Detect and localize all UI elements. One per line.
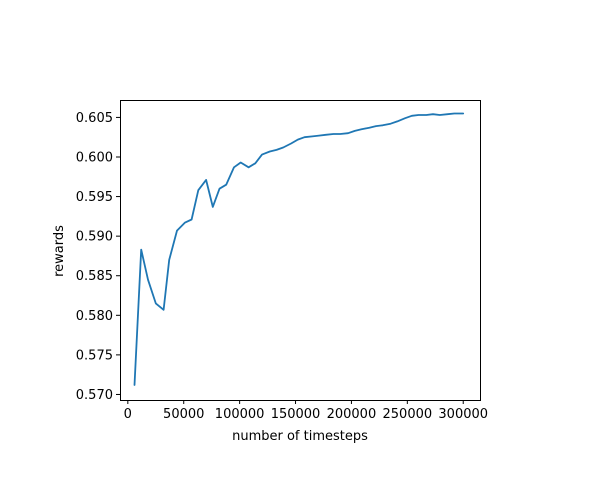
y-tick-label: 0.570 [76,388,113,403]
rewards-series-line [133,112,465,386]
x-tick-label: 50000 [163,407,204,422]
x-tick-label: 0 [124,407,132,422]
y-axis-ticks: 0.570 0.575 0.580 0.585 0.590 0.595 0.600 0.605 [76,111,120,403]
x-axis-ticks: 0 50000 100000 150000 200000 250000 300000 [124,400,488,422]
x-tick-label: 250000 [383,407,433,422]
x-axis-label: number of timesteps [232,429,368,444]
plot-frame [120,100,481,401]
y-tick-label: 0.605 [76,111,113,126]
x-tick-label: 100000 [215,407,265,422]
y-tick-label: 0.575 [76,348,113,363]
y-tick-label: 0.590 [76,230,113,245]
y-tick-label: 0.600 [76,150,113,165]
y-tick-label: 0.585 [76,269,113,284]
y-tick-label: 0.595 [76,190,113,205]
x-tick-label: 200000 [327,407,377,422]
x-tick-label: 300000 [438,407,488,422]
x-tick-label: 150000 [271,407,321,422]
y-tick-label: 0.580 [76,309,113,324]
y-axis-label: rewards [52,225,67,277]
